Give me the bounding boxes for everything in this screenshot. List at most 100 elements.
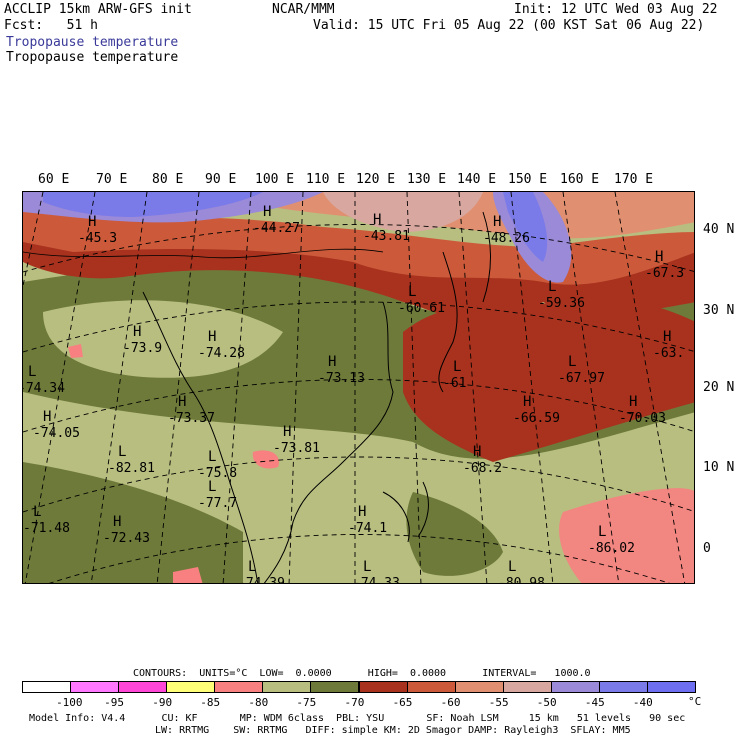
lon-label: 70 E <box>96 172 128 187</box>
field-salmon-b <box>68 344 83 358</box>
extremum-value: -73.13 <box>318 371 365 386</box>
gridline <box>406 192 422 583</box>
map-panel: H -45.3 H -44.27 H -43.81 H -48.26 H -67.3 L -60.61… <box>22 191 695 584</box>
contour-info: CONTOURS: UNITS=°C LOW= 0.0000 HIGH= 0.0… <box>133 668 591 679</box>
legend-swatch <box>166 681 216 693</box>
legend-swatch <box>70 681 120 693</box>
extremum-letter: H <box>133 324 141 340</box>
legend-swatch <box>310 681 360 693</box>
physics-info-line: LW: RRTMG SW: RRTMG DIFF: simple KM: 2D … <box>155 725 631 736</box>
legend-swatch <box>598 681 648 693</box>
extremum-value: -73.37 <box>168 411 215 426</box>
extremum-letter: L <box>208 479 216 495</box>
extremum-value: -80.98 <box>498 576 545 584</box>
legend-tick: -100 <box>56 696 83 709</box>
extremum-letter: L <box>208 449 216 465</box>
gridline <box>510 192 554 583</box>
lon-label: 100 E <box>255 172 295 187</box>
legend-tick: -65 <box>392 696 413 709</box>
extremum-value: -67.3 <box>645 266 684 281</box>
field-title-2: Tropopause temperature <box>6 50 179 65</box>
legend-tick: -70 <box>344 696 365 709</box>
extremum-value: -67.97 <box>558 371 605 386</box>
lon-label: 110 E <box>306 172 346 187</box>
extremum-letter: H <box>493 214 501 230</box>
lat-label: 0 <box>703 541 711 556</box>
field-salmon-east <box>559 488 694 583</box>
legend-swatch <box>358 681 408 693</box>
valid-time: Valid: 15 UTC Fri 05 Aug 22 (00 KST Sat … <box>313 18 705 33</box>
extremum-value: -63. <box>653 346 684 361</box>
extremum-value: -43.81 <box>363 229 410 244</box>
extremum-value: -82.81 <box>108 461 155 476</box>
extremum-value: -71.48 <box>23 521 70 536</box>
legend-swatch <box>550 681 600 693</box>
extremum-value: -61 <box>443 376 466 391</box>
model-info-line: Model Info: V4.4 CU: KF MP: WDM 6class P… <box>29 713 686 724</box>
forecast-hour: Fcst: 51 h <box>4 18 98 33</box>
gridline <box>458 192 488 583</box>
extremum-letter: H <box>178 394 186 410</box>
field-title-1: Tropopause temperature <box>6 35 179 50</box>
lon-label: 160 E <box>560 172 600 187</box>
gridline <box>614 192 686 583</box>
lat-label: 40 N <box>703 222 735 237</box>
legend-tick: -60 <box>440 696 461 709</box>
extremum-value: -74.33 <box>353 576 400 584</box>
field-salmon-a <box>252 450 279 469</box>
field-blue-east <box>503 192 548 262</box>
legend-swatch <box>262 681 312 693</box>
model-title: ACCLIP 15km ARW-GFS init <box>4 2 192 17</box>
extremum-value: -74.39 <box>238 576 285 584</box>
extremum-letter: H <box>88 214 96 230</box>
extremum-letter: L <box>453 359 461 375</box>
legend-swatch <box>502 681 552 693</box>
lon-label: 80 E <box>152 172 184 187</box>
extremum-value: -73.9 <box>123 341 162 356</box>
lat-label: 20 N <box>703 380 735 395</box>
gridline <box>562 192 620 583</box>
gridline <box>90 192 148 583</box>
extremum-letter: H <box>358 504 366 520</box>
extremum-letter: L <box>548 279 556 295</box>
extremum-letter: L <box>598 524 606 540</box>
gridline <box>288 192 304 583</box>
legend-swatch <box>454 681 504 693</box>
extremum-letter: L <box>28 364 36 380</box>
lon-label: 140 E <box>457 172 497 187</box>
extremum-letter: H <box>113 514 121 530</box>
legend-tick: -45 <box>584 696 605 709</box>
lon-label: 120 E <box>356 172 396 187</box>
field-rose <box>323 192 483 232</box>
extremum-letter: H <box>208 329 216 345</box>
extremum-letter: H <box>43 409 51 425</box>
legend-tick: -95 <box>104 696 125 709</box>
extremum-letter: H <box>663 329 671 345</box>
gridline <box>23 456 694 513</box>
extremum-letter: H <box>373 212 381 228</box>
gridline <box>156 192 200 583</box>
coastlines <box>23 211 491 583</box>
legend-swatch <box>406 681 456 693</box>
extremum-letter: H <box>263 204 271 220</box>
extremum-value: -86.02 <box>588 541 635 556</box>
lon-label: 170 E <box>614 172 654 187</box>
legend-tick: -55 <box>488 696 509 709</box>
extremum-value: -59.36 <box>538 296 585 311</box>
center-name: NCAR/MMM <box>272 2 335 17</box>
gridline <box>222 192 252 583</box>
extremum-letter: H <box>473 444 481 460</box>
gridline <box>24 192 96 583</box>
field-olive-south <box>406 492 503 576</box>
extremum-letter: L <box>248 559 256 575</box>
extremum-value: -70.03 <box>619 411 666 426</box>
lon-label: 130 E <box>407 172 447 187</box>
gridline <box>48 534 670 583</box>
extremum-letter: L <box>33 504 41 520</box>
extremum-value: -48.26 <box>483 231 530 246</box>
lat-label: 30 N <box>703 303 735 318</box>
extremum-value: -77.7 <box>198 496 237 511</box>
extremum-letter: H <box>523 394 531 410</box>
legend-tick: -50 <box>536 696 557 709</box>
extremum-value: -68.2 <box>463 461 502 476</box>
